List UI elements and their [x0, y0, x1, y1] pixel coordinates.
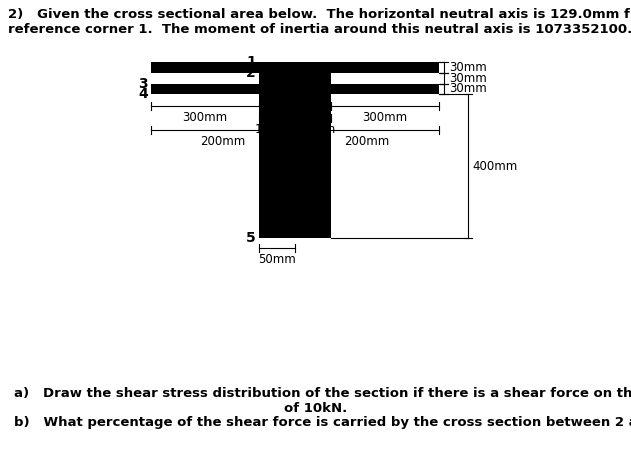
Text: reference corner 1.  The moment of inertia around this neutral axis is 107335210: reference corner 1. The moment of inerti…: [8, 23, 631, 36]
Bar: [259, 73, 331, 84]
Text: 100mm: 100mm: [290, 123, 336, 136]
Text: b)   What percentage of the shear force is carried by the cross section between : b) What percentage of the shear force is…: [14, 416, 631, 429]
Text: 30mm: 30mm: [449, 83, 487, 95]
Bar: [259, 94, 331, 238]
Text: 400mm: 400mm: [473, 160, 518, 173]
Bar: [151, 84, 439, 94]
Text: 300mm: 300mm: [182, 111, 228, 124]
Text: 4: 4: [138, 88, 148, 101]
Text: a)   Draw the shear stress distribution of the section if there is a shear force: a) Draw the shear stress distribution of…: [14, 387, 631, 400]
Text: 50mm: 50mm: [258, 253, 296, 266]
Text: 2)   Given the cross sectional area below.  The horizontal neutral axis is 129.0: 2) Given the cross sectional area below.…: [8, 8, 631, 21]
Text: 200mm: 200mm: [345, 135, 389, 148]
Text: 30mm: 30mm: [449, 61, 487, 74]
Text: 2: 2: [246, 66, 256, 80]
Text: 200mm: 200mm: [201, 135, 245, 148]
Text: of 10kN.: of 10kN.: [284, 402, 347, 415]
Text: 100mm: 100mm: [254, 123, 300, 136]
Bar: [151, 62, 439, 73]
Text: 300mm: 300mm: [362, 111, 408, 124]
Text: 3: 3: [138, 77, 148, 91]
Text: 5: 5: [246, 232, 256, 246]
Text: 30mm: 30mm: [449, 72, 487, 85]
Text: 1: 1: [246, 55, 256, 69]
